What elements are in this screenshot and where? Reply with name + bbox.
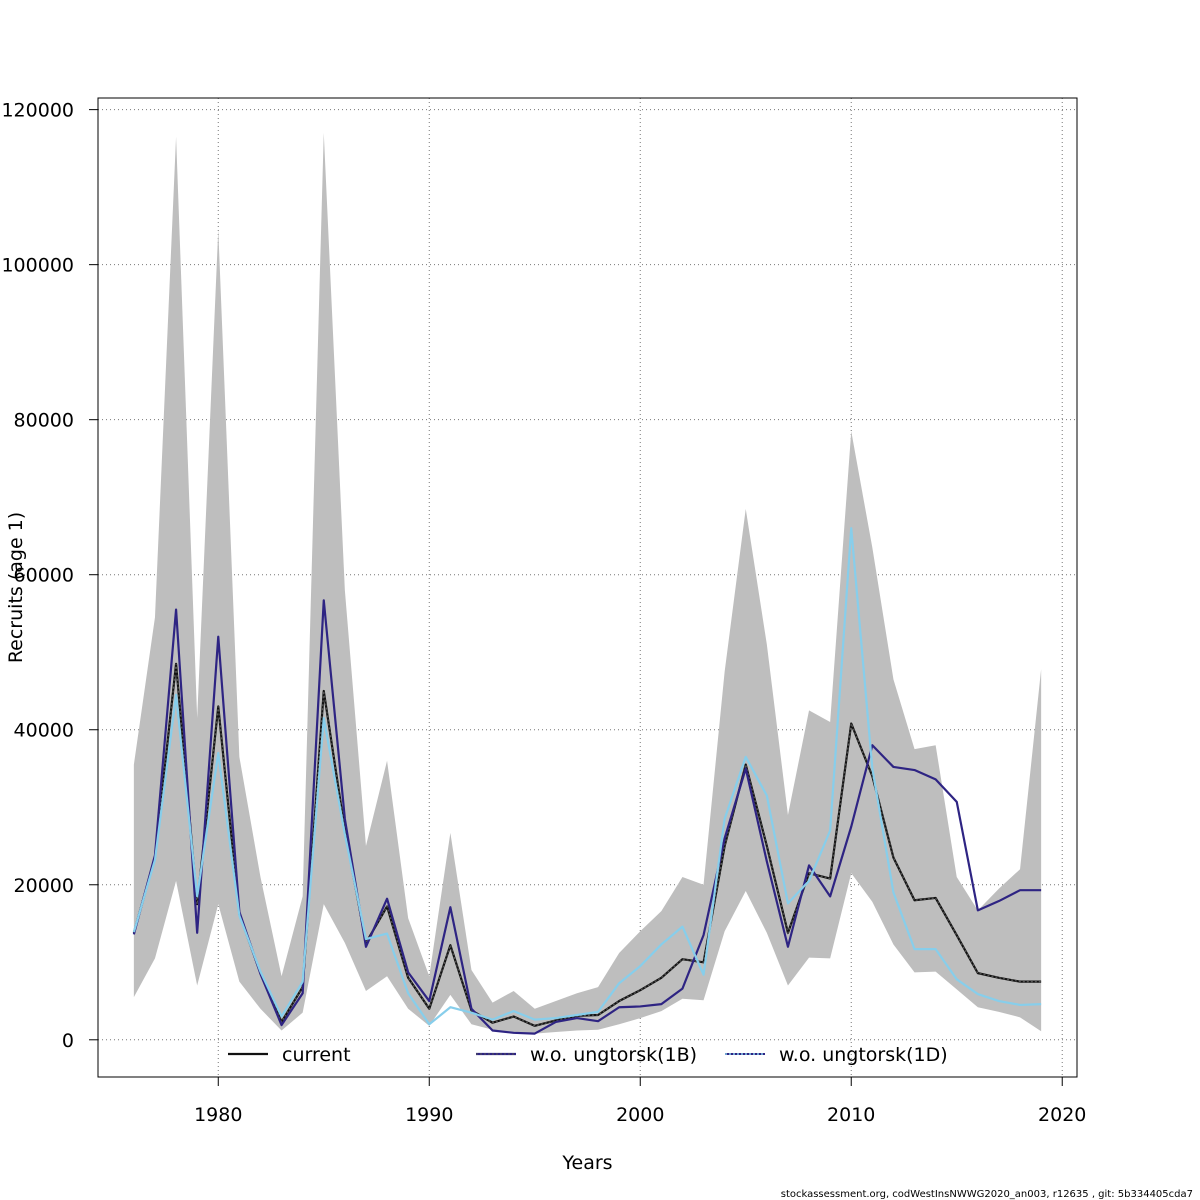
legend-label: w.o. ungtorsk(1D)	[779, 1044, 948, 1066]
footer-text: stockassessment.org, codWestInsNWWG2020_…	[781, 1189, 1193, 1200]
confidence-band	[133, 132, 1042, 1034]
series-lines	[132, 527, 1042, 1035]
legend-item-current: current	[228, 1044, 351, 1066]
y-axis: 0 20000 40000 60000 80000 100000 120000	[1, 100, 98, 1052]
confidence-band-area	[133, 132, 1042, 1034]
x-tick-label: 2000	[616, 1104, 664, 1126]
x-tick-label: 2010	[827, 1104, 875, 1126]
legend-item-1d: w.o. ungtorsk(1D)	[725, 1044, 948, 1066]
y-tick-label: 0	[62, 1030, 74, 1052]
y-tick-label: 100000	[1, 255, 74, 277]
legend: current w.o. ungtorsk(1B) w.o. ungtorsk(1D…	[228, 1044, 948, 1066]
x-tick-label: 1980	[194, 1104, 242, 1126]
y-tick-label: 120000	[1, 100, 74, 122]
x-tick-label: 2020	[1038, 1104, 1086, 1126]
legend-label: w.o. ungtorsk(1B)	[530, 1044, 697, 1066]
legend-label: current	[282, 1044, 351, 1066]
y-tick-label: 40000	[14, 720, 74, 742]
y-tick-label: 20000	[14, 875, 74, 897]
legend-item-1b: w.o. ungtorsk(1B)	[476, 1044, 697, 1066]
series-line-current-overlay	[133, 663, 1042, 1027]
x-axis-title: Years	[561, 1152, 612, 1174]
y-tick-label: 60000	[14, 565, 74, 587]
y-tick-label: 80000	[14, 410, 74, 432]
y-axis-title: Recruits (age 1)	[5, 512, 27, 663]
x-axis: 1980 1990 2000 2010 2020	[194, 1076, 1086, 1126]
x-tick-label: 1990	[405, 1104, 453, 1126]
series-line-1d	[132, 527, 1042, 1026]
series-line-1b	[132, 599, 1042, 1035]
